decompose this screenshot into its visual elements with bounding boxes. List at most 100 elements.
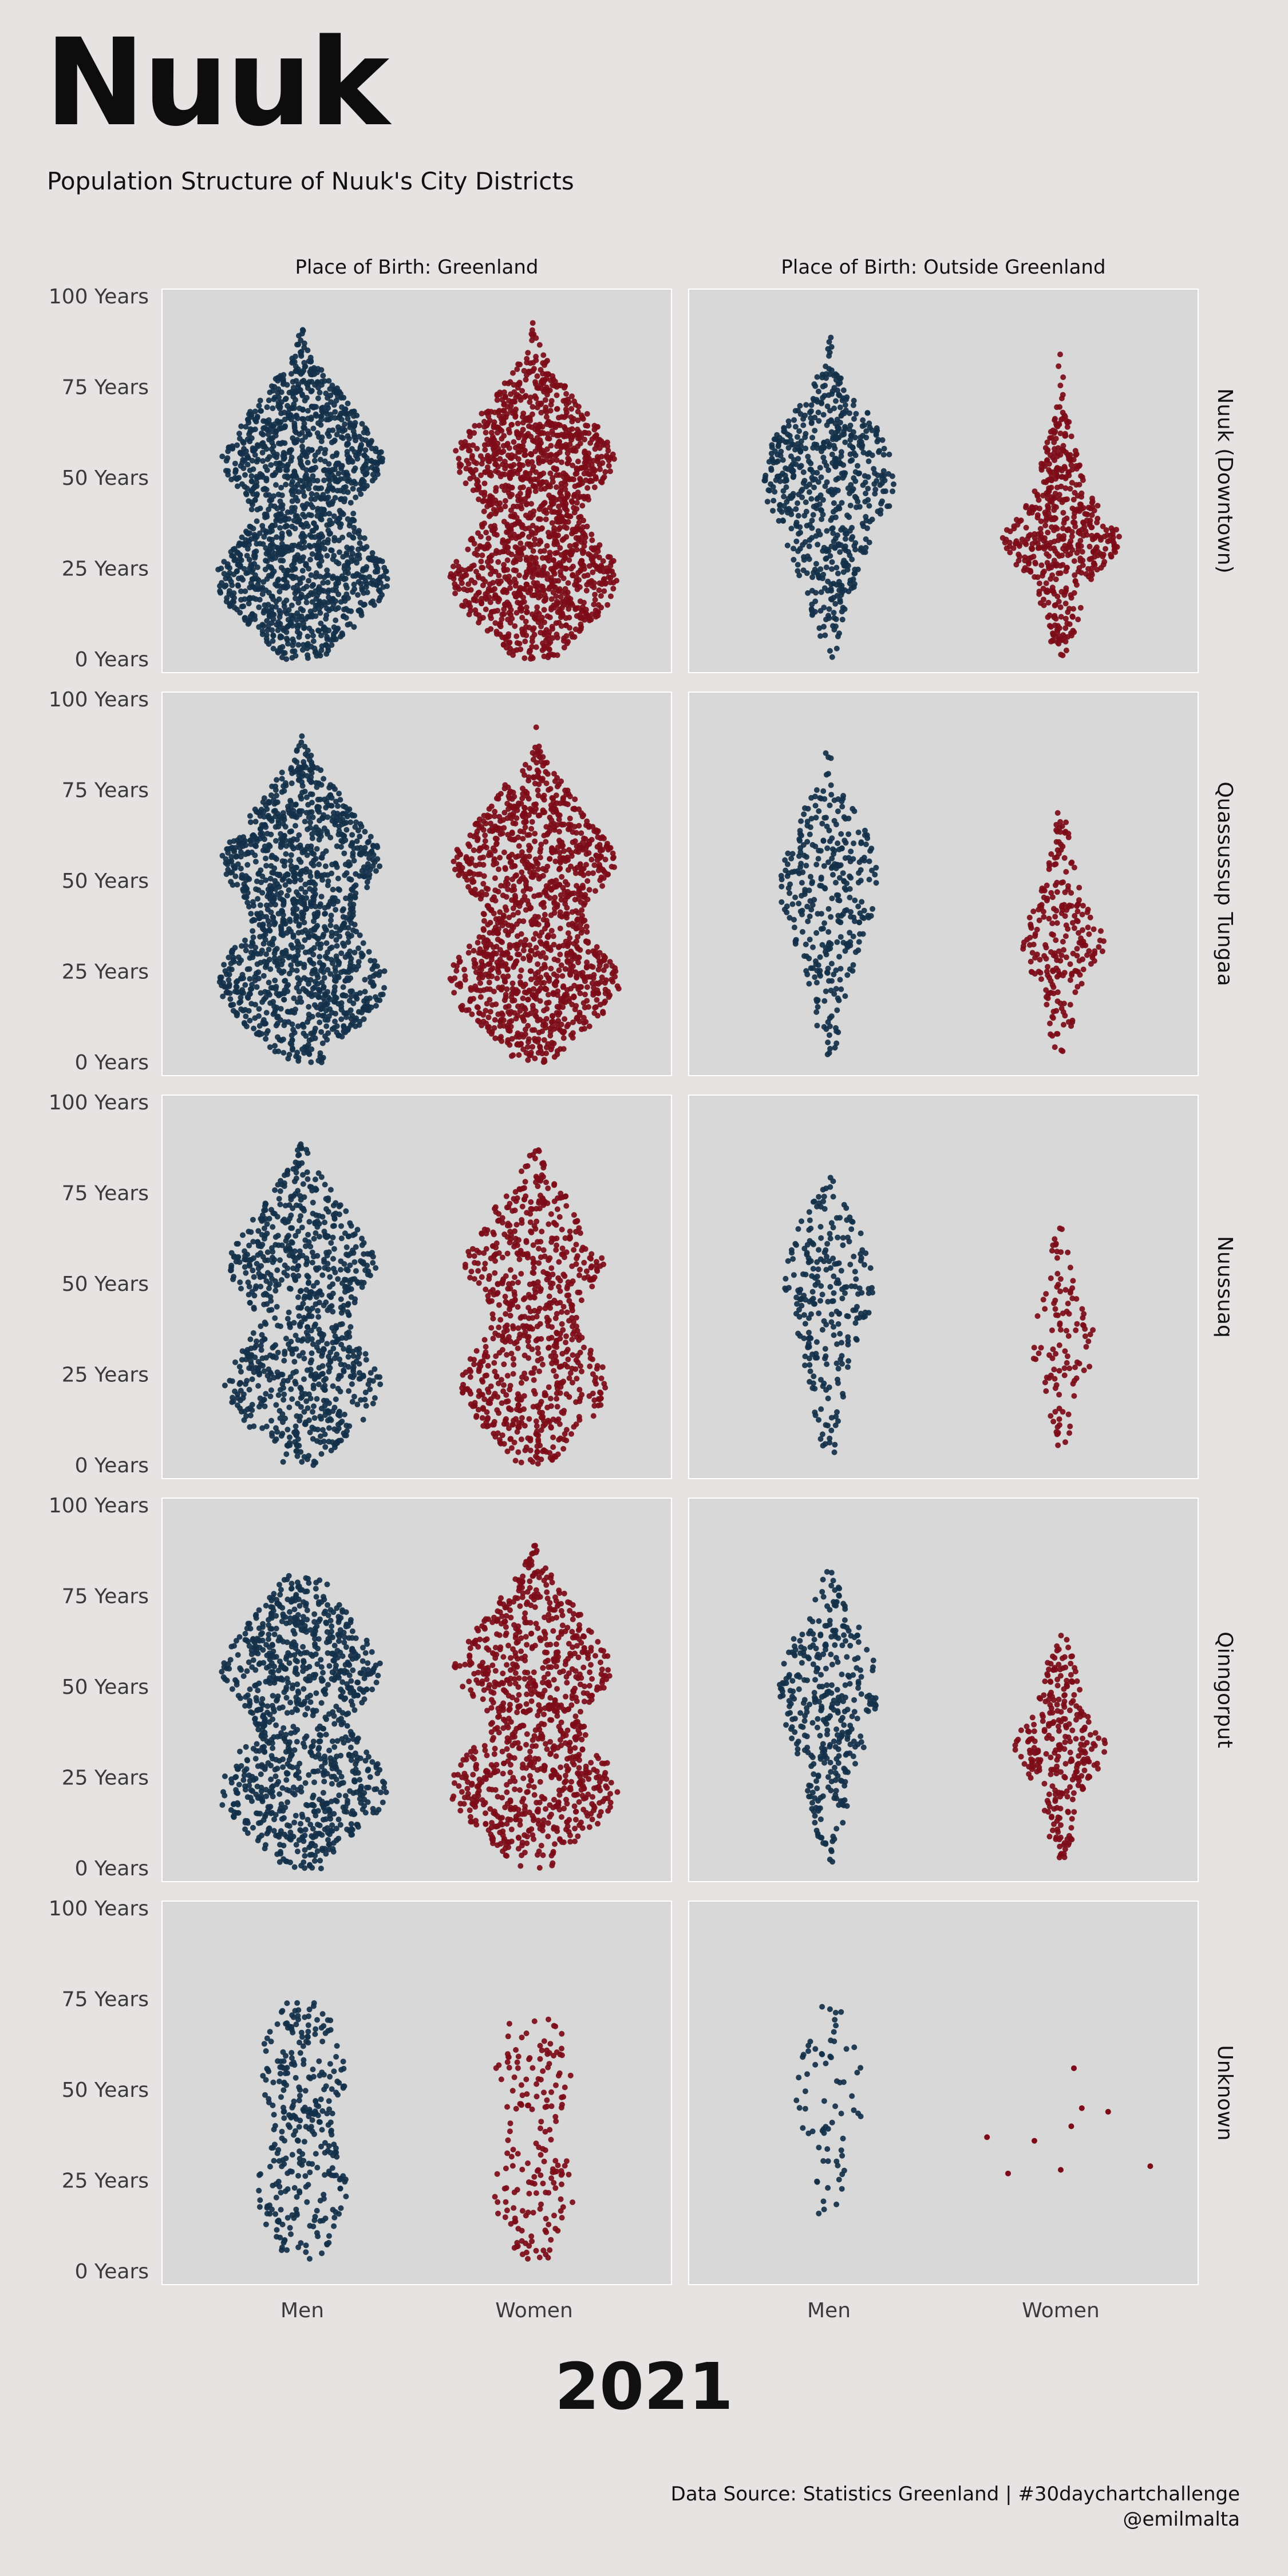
data-point — [330, 634, 337, 640]
data-point — [1053, 504, 1059, 510]
data-point — [574, 586, 580, 592]
data-point — [326, 433, 332, 439]
data-point — [533, 644, 539, 650]
data-point — [560, 536, 567, 542]
data-point — [280, 380, 287, 385]
data-point — [366, 949, 372, 955]
data-point — [829, 596, 835, 603]
data-point — [825, 548, 832, 554]
data-point — [838, 449, 844, 455]
data-point — [231, 590, 237, 596]
data-point — [797, 402, 803, 409]
data-point — [1045, 542, 1052, 548]
data-point — [277, 498, 283, 504]
data-point — [820, 412, 827, 418]
data-point — [508, 469, 515, 475]
data-point — [257, 505, 263, 512]
data-point — [828, 367, 835, 373]
data-point — [353, 494, 359, 500]
data-point — [543, 510, 550, 516]
data-point — [499, 611, 505, 618]
data-point — [874, 478, 880, 484]
data-point — [475, 590, 481, 596]
data-point — [323, 1023, 330, 1029]
data-point — [588, 531, 595, 538]
data-point — [238, 596, 244, 603]
data-point — [837, 404, 843, 410]
data-point — [1056, 598, 1062, 605]
data-point — [862, 479, 868, 485]
data-point — [262, 464, 268, 470]
data-point — [520, 447, 527, 453]
data-point — [346, 532, 353, 538]
data-point — [280, 456, 287, 462]
data-point — [465, 581, 472, 587]
data-point — [835, 428, 841, 434]
data-point — [331, 402, 337, 408]
data-point — [1019, 536, 1025, 543]
data-point — [800, 422, 807, 428]
data-point — [790, 473, 796, 480]
data-point — [781, 493, 787, 500]
data-point — [519, 522, 526, 528]
data-point — [829, 525, 836, 531]
data-point — [584, 411, 590, 417]
data-point — [1023, 504, 1029, 511]
y-tick-label: 50 Years — [62, 2079, 149, 2102]
data-point — [317, 389, 323, 396]
data-point — [250, 928, 256, 934]
data-point — [330, 453, 336, 460]
data-point — [350, 485, 356, 492]
data-point — [504, 557, 511, 563]
data-point — [867, 519, 873, 525]
data-point — [519, 552, 525, 558]
data-point — [340, 984, 346, 990]
data-point — [833, 377, 839, 383]
data-point — [325, 647, 331, 654]
data-point — [359, 436, 365, 442]
data-point — [610, 579, 617, 586]
data-point — [248, 478, 255, 484]
data-point — [265, 812, 271, 819]
data-point — [809, 611, 816, 617]
data-point — [285, 461, 291, 468]
data-point — [317, 903, 323, 910]
data-point — [275, 386, 282, 392]
data-point — [261, 607, 267, 614]
data-point — [293, 823, 298, 829]
data-point — [1072, 572, 1078, 578]
data-point — [333, 617, 339, 623]
data-point — [350, 573, 356, 579]
data-point — [851, 416, 857, 422]
data-point — [554, 457, 560, 463]
data-point — [849, 524, 855, 531]
row-strip-label: Unknown — [1213, 2045, 1236, 2140]
data-point — [568, 414, 574, 420]
data-point — [1032, 574, 1038, 580]
data-point — [329, 606, 335, 612]
data-point — [345, 400, 351, 406]
data-point — [829, 654, 835, 660]
data-point — [1052, 491, 1058, 497]
data-point — [280, 372, 287, 378]
data-point — [1084, 532, 1090, 538]
data-point — [579, 503, 586, 509]
data-point — [855, 463, 860, 469]
data-point — [485, 458, 492, 464]
data-point — [270, 616, 276, 622]
data-point — [234, 483, 240, 489]
data-point — [501, 548, 508, 555]
data-point — [334, 450, 340, 456]
data-point — [540, 452, 547, 459]
data-point — [298, 462, 305, 468]
data-point — [836, 505, 843, 512]
data-point — [837, 549, 843, 555]
data-point — [515, 599, 521, 606]
data-point — [814, 445, 820, 451]
data-point — [488, 429, 495, 436]
data-point — [263, 1036, 269, 1042]
data-point — [528, 451, 534, 457]
series-men — [215, 327, 390, 662]
data-point — [544, 435, 551, 441]
data-point — [347, 959, 354, 966]
